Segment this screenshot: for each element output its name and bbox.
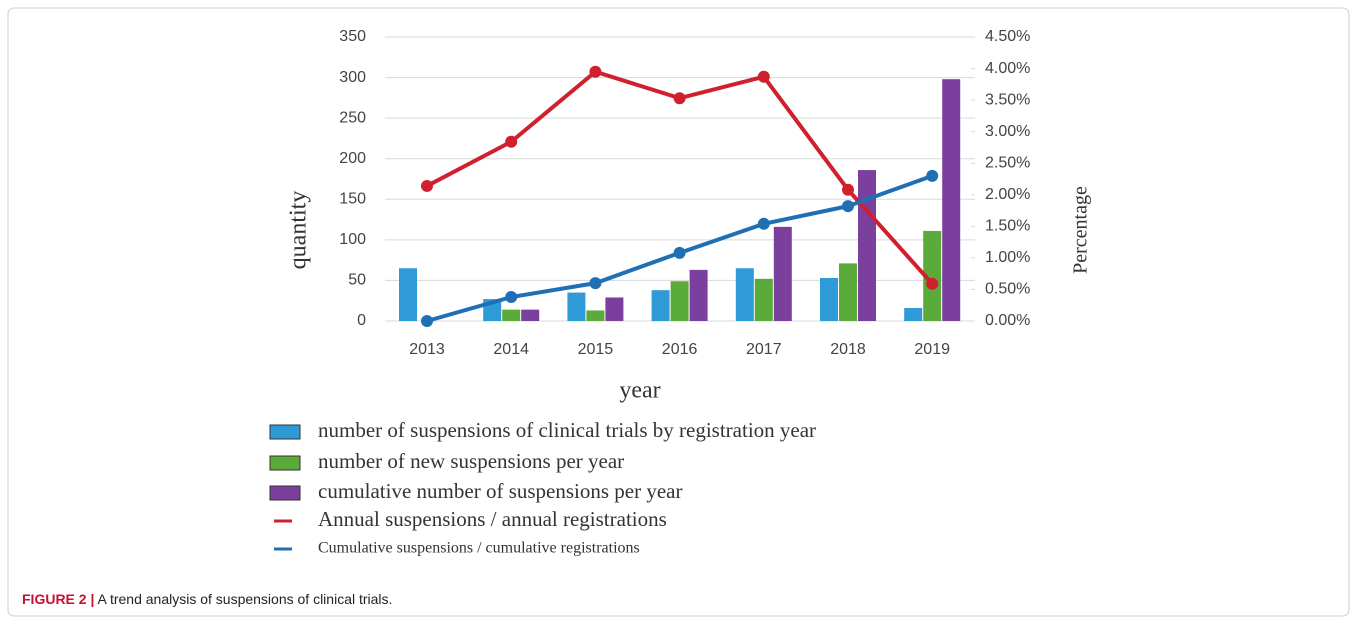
line-point — [589, 65, 602, 78]
line-point — [757, 70, 770, 83]
caption-text: A trend analysis of suspensions of clini… — [98, 591, 393, 607]
y2-tick-label: 4.00% — [985, 60, 1030, 77]
y-tick-label: 100 — [339, 231, 366, 248]
bar — [773, 226, 792, 321]
bar — [923, 230, 942, 321]
y2-tick-label: 0.00% — [985, 312, 1030, 329]
bar — [858, 170, 876, 321]
line-point — [757, 217, 770, 230]
legend-label: cumulative number of suspensions per yea… — [318, 479, 683, 503]
y2-tick-label: 2.00% — [985, 186, 1030, 203]
legend-label: number of suspensions of clinical trials… — [318, 418, 816, 442]
caption: FIGURE 2 | A trend analysis of suspensio… — [22, 591, 392, 607]
x-tick-label: 2017 — [746, 341, 782, 358]
bar — [839, 263, 857, 321]
line-point — [673, 246, 686, 259]
y2-tick-label: 0.50% — [985, 281, 1030, 298]
line-point — [673, 92, 686, 105]
legend-label: number of new suspensions per year — [318, 449, 624, 473]
line-point — [505, 135, 518, 148]
bar — [670, 281, 689, 321]
legend-swatch — [269, 455, 301, 471]
bar — [735, 268, 754, 321]
x-tick-label: 2016 — [662, 341, 698, 358]
bar — [651, 290, 670, 321]
x-tick-label: 2015 — [578, 341, 614, 358]
y-tick-label: 250 — [339, 109, 366, 126]
y2-tick-label: 4.50% — [985, 28, 1030, 45]
bar — [820, 277, 838, 321]
bar — [605, 297, 624, 321]
x-tick-label: 2014 — [493, 341, 529, 358]
legend-label: Cumulative suspensions / cumulative regi… — [318, 540, 640, 557]
y2-tick-label: 1.50% — [985, 218, 1030, 235]
y-tick-label: 300 — [339, 69, 366, 86]
x-tick-label: 2018 — [830, 341, 866, 358]
y-tick-label: 200 — [339, 150, 366, 167]
bar — [689, 269, 708, 321]
y2-tick-label: 3.00% — [985, 123, 1030, 140]
line-point — [926, 169, 939, 182]
y2-tick-label: 1.00% — [985, 249, 1030, 266]
bar — [586, 310, 605, 321]
bar — [521, 309, 540, 321]
y-tick-label: 0 — [357, 312, 366, 329]
y-tick-label: 150 — [339, 191, 366, 208]
y2-axis-label: Percentage — [1070, 186, 1092, 274]
line-point — [421, 179, 433, 192]
line-point — [505, 291, 518, 304]
x-tick-label: 2019 — [914, 341, 950, 358]
bar — [754, 278, 773, 321]
bar — [942, 79, 961, 322]
y-axis-label: quantity — [286, 191, 312, 270]
y-tick-label: 350 — [339, 28, 366, 45]
line-point — [421, 315, 433, 327]
legend-label: Annual suspensions / annual registration… — [318, 507, 667, 531]
bar — [502, 309, 521, 321]
line-point — [589, 277, 602, 290]
legend-swatch — [269, 485, 301, 501]
frame — [7, 7, 1350, 617]
y2-tick-label: 3.50% — [985, 91, 1030, 108]
y2-tick-label: 2.50% — [985, 154, 1030, 171]
bar — [567, 292, 586, 321]
bar — [904, 308, 923, 321]
x-axis-label: year — [619, 378, 660, 404]
caption-label: FIGURE 2 | — [22, 591, 94, 607]
line-point — [926, 277, 939, 290]
legend-swatch — [269, 424, 301, 440]
bar — [399, 268, 417, 321]
line-point — [842, 200, 854, 213]
line-point — [842, 183, 854, 196]
y-tick-label: 50 — [348, 272, 366, 289]
x-tick-label: 2013 — [409, 341, 445, 358]
